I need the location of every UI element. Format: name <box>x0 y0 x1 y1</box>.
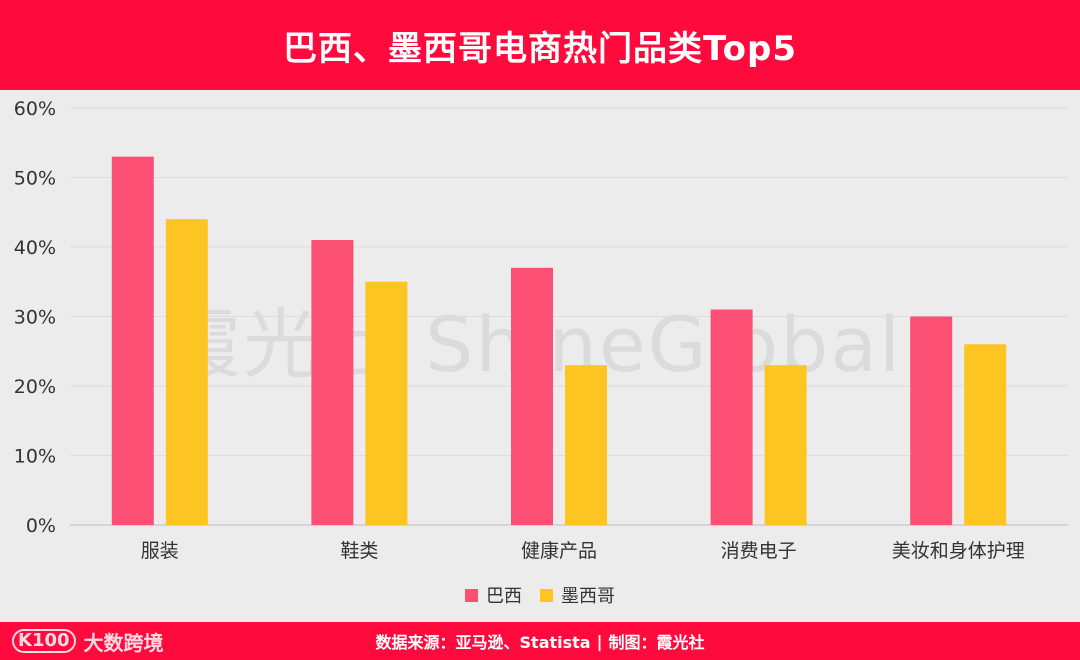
x-tick-label: 美妆和身体护理 <box>892 540 1025 562</box>
y-tick-label: 20% <box>14 376 56 398</box>
logo-mark-icon: K100 <box>12 629 76 653</box>
bar-brazil <box>311 240 354 526</box>
footer-bar: K100 大数跨境 数据来源：亚马逊、Statista | 制图：霞光社 <box>0 622 1080 660</box>
bar-brazil <box>710 309 753 525</box>
legend: 巴西 墨西哥 <box>0 582 1080 608</box>
footer-separator: | <box>596 631 603 651</box>
y-tick-label: 30% <box>14 307 56 329</box>
bar-mexico <box>764 365 807 525</box>
legend-item-mexico: 墨西哥 <box>540 582 615 608</box>
bar-mexico <box>565 365 607 525</box>
source-text: 数据来源：亚马逊、Statista <box>375 633 591 652</box>
bar-brazil <box>511 267 553 525</box>
legend-swatch-brazil <box>465 588 478 602</box>
bar-mexico <box>964 344 1007 525</box>
y-tick-label: 0% <box>26 515 56 537</box>
title-banner: 巴西、墨西哥电商热门品类Top5 <box>0 0 1080 90</box>
x-tick-label: 消费电子 <box>721 540 797 562</box>
y-tick-label: 40% <box>14 237 56 259</box>
chart-area: 霞光社 ShineGlobal 0% 10% 20% 30% 40% 50% 60% 服装 鞋类… <box>0 90 1080 620</box>
legend-label-brazil: 巴西 <box>486 586 522 607</box>
chart-title: 巴西、墨西哥电商热门品类Top5 <box>282 28 798 69</box>
x-tick-label: 服装 <box>141 540 179 562</box>
bar-chart: 0% 10% 20% 30% 40% 50% 60% 服装 鞋类 健康产品 消费电子 美妆和身体护理 <box>14 98 1068 562</box>
logo-text: 大数跨境 <box>83 630 164 655</box>
y-tick-label: 10% <box>14 446 56 468</box>
footer-logo: K100 大数跨境 <box>12 627 164 655</box>
x-tick-label: 健康产品 <box>521 540 597 562</box>
legend-swatch-mexico <box>540 588 553 602</box>
bar-mexico <box>365 281 408 525</box>
bar-mexico <box>165 219 208 525</box>
legend-label-mexico: 墨西哥 <box>561 586 615 607</box>
credit-text: 制图：霞光社 <box>608 633 705 652</box>
y-tick-label: 60% <box>14 98 56 120</box>
bar-brazil <box>910 316 953 525</box>
x-tick-label: 鞋类 <box>340 540 378 562</box>
bar-brazil <box>111 156 154 525</box>
footer-credits: 数据来源：亚马逊、Statista | 制图：霞光社 <box>0 622 1080 660</box>
legend-item-brazil: 巴西 <box>465 582 522 608</box>
y-tick-label: 50% <box>14 168 56 190</box>
